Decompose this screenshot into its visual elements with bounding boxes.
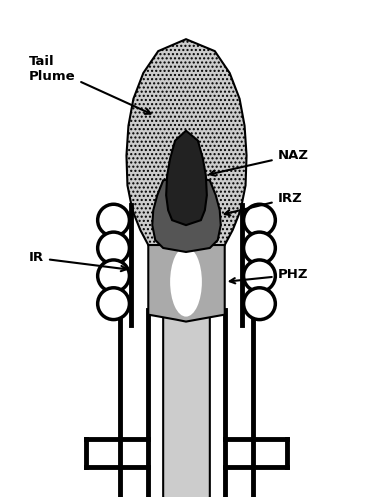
FancyBboxPatch shape bbox=[163, 293, 210, 498]
Circle shape bbox=[244, 288, 275, 320]
Circle shape bbox=[98, 260, 129, 292]
Circle shape bbox=[98, 288, 129, 320]
Text: PHZ: PHZ bbox=[230, 268, 308, 283]
Circle shape bbox=[98, 204, 129, 236]
Circle shape bbox=[98, 232, 129, 264]
Text: IRZ: IRZ bbox=[225, 192, 302, 215]
Text: Tail
Plume: Tail Plume bbox=[29, 55, 151, 114]
Polygon shape bbox=[152, 175, 221, 252]
Circle shape bbox=[244, 204, 275, 236]
Circle shape bbox=[244, 232, 275, 264]
Polygon shape bbox=[166, 130, 207, 225]
Ellipse shape bbox=[170, 247, 202, 317]
Polygon shape bbox=[126, 39, 247, 245]
Text: IR: IR bbox=[29, 251, 126, 271]
Polygon shape bbox=[148, 224, 225, 322]
Circle shape bbox=[244, 260, 275, 292]
Polygon shape bbox=[165, 250, 208, 295]
Text: NAZ: NAZ bbox=[210, 149, 308, 176]
